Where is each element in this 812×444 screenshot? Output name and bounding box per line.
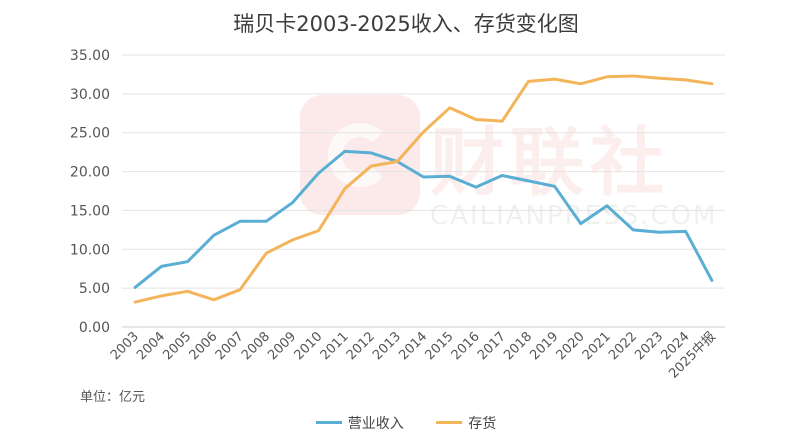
- y-tick-label: 25.00: [70, 126, 110, 142]
- x-tick-label: 2011: [318, 329, 352, 363]
- legend-label-revenue: 营业收入: [347, 415, 404, 432]
- x-tick-label: 2013: [370, 329, 404, 363]
- x-tick-label: 2009: [265, 329, 299, 363]
- x-tick-label: 2014: [396, 329, 430, 363]
- legend-swatch-revenue: [315, 421, 342, 424]
- x-tick-label: 2007: [213, 329, 247, 363]
- x-tick-label: 2010: [291, 329, 325, 363]
- legend-label-inventory: 存货: [468, 415, 497, 432]
- legend-swatch-inventory: [436, 421, 463, 424]
- y-tick-label: 15.00: [70, 203, 110, 219]
- x-tick-label: 2004: [134, 329, 168, 363]
- series-line-inventory: [133, 74, 714, 304]
- legend-item-inventory: 存货: [436, 413, 496, 433]
- y-tick-label: 10.00: [70, 242, 110, 258]
- legend-item-revenue: 营业收入: [315, 413, 404, 433]
- grid-lines: [122, 54, 725, 328]
- y-tick-label: 5.00: [79, 281, 110, 297]
- x-tick-label: 2005: [160, 329, 194, 363]
- x-tick-label: 2003: [108, 329, 142, 363]
- x-tick-label: 2021: [580, 329, 614, 363]
- x-tick-label: 2018: [501, 329, 535, 363]
- x-tick-label: 2008: [239, 329, 273, 363]
- y-tick-label: 20.00: [70, 165, 110, 181]
- x-tick-label: 2015: [423, 329, 457, 363]
- chart-title: 瑞贝卡2003-2025收入、存货变化图: [233, 12, 579, 36]
- x-tick-label: 2019: [527, 329, 561, 363]
- x-tick-label: 2022: [606, 329, 640, 363]
- x-tick-label: 2017: [475, 329, 509, 363]
- y-axis-ticks: 0.00 5.00 10.00 15.00 20.00 25.00 30.00 35.00: [70, 48, 110, 336]
- x-tick-label: 2012: [344, 329, 378, 363]
- x-axis-ticks: 2003200420052006200720082009201020112012…: [108, 329, 719, 381]
- legend: 营业收入 存货: [0, 412, 812, 433]
- x-tick-label: 2006: [187, 329, 221, 363]
- series-lines: [133, 74, 714, 304]
- x-tick-label: 2023: [632, 329, 666, 363]
- x-tick-label: 2020: [554, 329, 588, 363]
- unit-label: 单位：亿元: [80, 390, 146, 405]
- y-tick-label: 30.00: [70, 87, 110, 103]
- y-tick-label: 35.00: [70, 48, 110, 64]
- series-line-revenue: [133, 149, 714, 289]
- x-tick-label: 2016: [449, 329, 483, 363]
- y-tick-label: 0.00: [79, 320, 110, 336]
